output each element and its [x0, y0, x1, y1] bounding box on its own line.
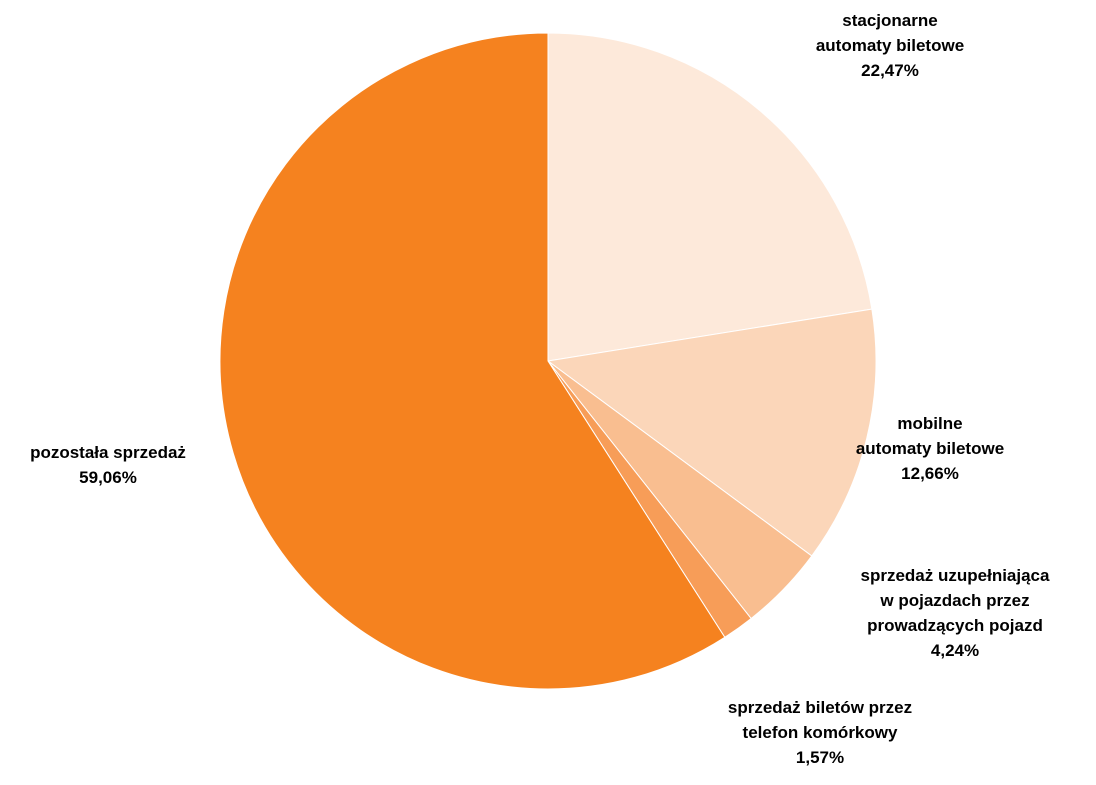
pie-slice-stacjonarne — [547, 32, 873, 362]
pie-slice-mobilne — [546, 308, 877, 557]
slice-label-uzupelniajaca: sprzedaż uzupełniająca w pojazdach przez… — [835, 563, 1075, 663]
slice-label-line: w pojazdach przez — [880, 591, 1030, 610]
slice-label-line: mobilne — [897, 414, 963, 433]
slice-value-label: 1,57% — [795, 748, 845, 767]
slice-label-telefon: sprzedaż biletów przez telefon komórkowy… — [700, 695, 940, 770]
slice-value-label: 59,06% — [79, 468, 137, 487]
slice-label-pozostala: pozostała sprzedaż 59,06% — [8, 440, 208, 490]
pie-slice-pozostala — [219, 32, 726, 690]
slice-label-stacjonarne: stacjonarne automaty biletowe 22,47% — [790, 8, 990, 83]
slice-label-line: prowadzących pojazd — [867, 616, 1043, 635]
slice-label-line: sprzedaż uzupełniająca — [860, 566, 1050, 585]
slice-value-label: 22,47% — [861, 61, 919, 80]
slice-label-line: automaty biletowe — [855, 439, 1005, 458]
slice-label-line: telefon komórkowy — [742, 723, 898, 742]
slice-label-line: stacjonarne — [842, 11, 938, 30]
slice-value-label: 12,66% — [901, 464, 959, 483]
slice-label-line: pozostała sprzedaż — [30, 443, 186, 462]
slice-label-mobilne: mobilne automaty biletowe 12,66% — [830, 411, 1030, 486]
slice-value-label: 4,24% — [930, 641, 980, 660]
slice-label-line: automaty biletowe — [815, 36, 965, 55]
slice-label-line: sprzedaż biletów przez — [727, 698, 913, 717]
